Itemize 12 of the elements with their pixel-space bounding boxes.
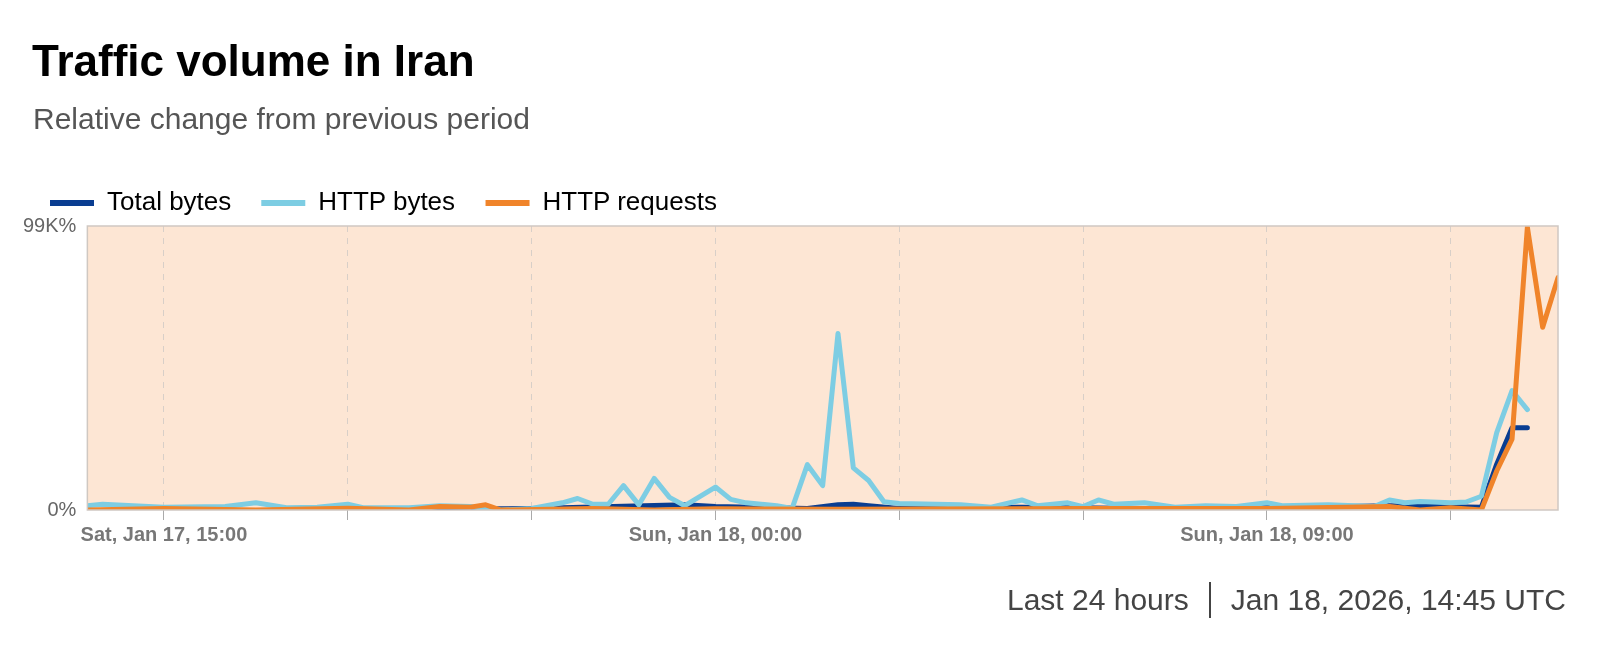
legend-label: Total bytes [107, 186, 232, 217]
x-tick-label: Sat, Jan 17, 15:00 [80, 522, 248, 545]
x-tick-label: Sun, Jan 18, 09:00 [1180, 522, 1354, 545]
y-tick-label: 99K% [22, 213, 77, 236]
chart-subtitle: Relative change from previous period [33, 102, 530, 136]
text: Jan 18, 2026, 14:45 UTC [1230, 583, 1566, 617]
text: Last 24 hours [1006, 583, 1189, 617]
y-tick-label: 0% [47, 497, 77, 520]
legend-label: HTTP requests [542, 186, 717, 217]
chart-title: Traffic volume in Iran [32, 36, 475, 86]
legend-label: HTTP bytes [318, 186, 456, 217]
x-tick-label: Sun, Jan 18, 00:00 [628, 522, 803, 545]
